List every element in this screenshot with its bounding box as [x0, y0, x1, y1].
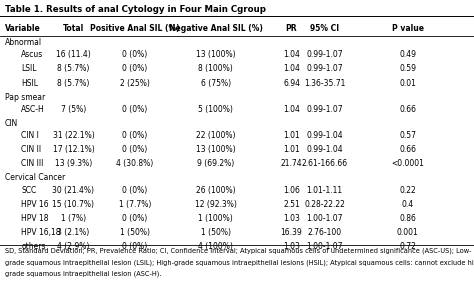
Text: grade squamous intraepithelial lesion (LSIL); High-grade squamous intraepithelia: grade squamous intraepithelial lesion (L…	[5, 259, 474, 265]
Text: 0 (0%): 0 (0%)	[122, 105, 148, 114]
Text: 2.51: 2.51	[283, 200, 300, 209]
Text: 0.49: 0.49	[399, 50, 416, 59]
Text: 1.01-1.11: 1.01-1.11	[307, 186, 343, 195]
Text: 1.04: 1.04	[283, 50, 300, 59]
Text: 4 (30.8%): 4 (30.8%)	[117, 159, 154, 168]
Text: 0.86: 0.86	[399, 214, 416, 223]
Text: 0.57: 0.57	[399, 131, 416, 140]
Text: HPV 18: HPV 18	[21, 214, 49, 223]
Text: 16 (11.4): 16 (11.4)	[56, 50, 91, 59]
Text: Variable: Variable	[5, 24, 40, 33]
Text: 17 (12.1%): 17 (12.1%)	[53, 145, 94, 154]
Text: 1.01: 1.01	[283, 131, 300, 140]
Text: Total: Total	[63, 24, 84, 33]
Text: Ascus: Ascus	[21, 50, 44, 59]
Text: 1.03: 1.03	[283, 214, 300, 223]
Text: 0 (0%): 0 (0%)	[122, 50, 148, 59]
Text: others: others	[21, 242, 46, 251]
Text: SCC: SCC	[21, 186, 36, 195]
Text: 2.76-100: 2.76-100	[308, 228, 342, 237]
Text: 30 (21.4%): 30 (21.4%)	[53, 186, 94, 195]
Text: 0.66: 0.66	[399, 105, 416, 114]
Text: Table 1. Results of anal Cytology in Four Main Cgroup: Table 1. Results of anal Cytology in Fou…	[5, 5, 266, 14]
Text: 3 (2.1%): 3 (2.1%)	[57, 228, 90, 237]
Text: 0.99-1.07: 0.99-1.07	[306, 105, 343, 114]
Text: 0 (0%): 0 (0%)	[122, 131, 148, 140]
Text: HPV 16,18: HPV 16,18	[21, 228, 61, 237]
Text: grade squamous intraepithelial lesion (ASC-H).: grade squamous intraepithelial lesion (A…	[5, 270, 161, 277]
Text: 13 (100%): 13 (100%)	[196, 50, 236, 59]
Text: 2 (25%): 2 (25%)	[120, 79, 150, 88]
Text: <0.0001: <0.0001	[391, 159, 424, 168]
Text: 0.99-1.04: 0.99-1.04	[306, 131, 343, 140]
Text: 0 (0%): 0 (0%)	[122, 242, 148, 251]
Text: 4 (100%): 4 (100%)	[198, 242, 233, 251]
Text: 0 (0%): 0 (0%)	[122, 186, 148, 195]
Text: 8 (100%): 8 (100%)	[198, 64, 233, 74]
Text: 22 (100%): 22 (100%)	[196, 131, 236, 140]
Text: 8 (5.7%): 8 (5.7%)	[57, 64, 90, 74]
Text: P value: P value	[392, 24, 424, 33]
Text: CIN II: CIN II	[21, 145, 41, 154]
Text: 4 (2.9%): 4 (2.9%)	[57, 242, 90, 251]
Text: 13 (100%): 13 (100%)	[196, 145, 236, 154]
Text: 16.39: 16.39	[281, 228, 302, 237]
Text: 31 (22.1%): 31 (22.1%)	[53, 131, 94, 140]
Text: 0.28-22.22: 0.28-22.22	[304, 200, 345, 209]
Text: CIN I: CIN I	[21, 131, 39, 140]
Text: 1 (50%): 1 (50%)	[201, 228, 231, 237]
Text: 1.00-1.07: 1.00-1.07	[306, 242, 343, 251]
Text: 5 (100%): 5 (100%)	[198, 105, 233, 114]
Text: 1 (7%): 1 (7%)	[61, 214, 86, 223]
Text: 1 (7.7%): 1 (7.7%)	[119, 200, 151, 209]
Text: LSIL: LSIL	[21, 64, 37, 74]
Text: Pap smear: Pap smear	[5, 93, 45, 102]
Text: 1.03: 1.03	[283, 242, 300, 251]
Text: 0.59: 0.59	[399, 64, 416, 74]
Text: 0.22: 0.22	[399, 186, 416, 195]
Text: 0.72: 0.72	[399, 242, 416, 251]
Text: 1.06: 1.06	[283, 186, 300, 195]
Text: 0.99-1.04: 0.99-1.04	[306, 145, 343, 154]
Text: CIN III: CIN III	[21, 159, 44, 168]
Text: HPV 16: HPV 16	[21, 200, 49, 209]
Text: 1.04: 1.04	[283, 64, 300, 74]
Text: SD, Standard Deviation; PR, Prevalence Ratio; CI, Confidence Interval; Atypical : SD, Standard Deviation; PR, Prevalence R…	[5, 248, 471, 254]
Text: 0 (0%): 0 (0%)	[122, 214, 148, 223]
Text: CIN: CIN	[5, 119, 18, 128]
Text: 12 (92.3%): 12 (92.3%)	[195, 200, 237, 209]
Text: PR: PR	[286, 24, 297, 33]
Text: Cervical Cancer: Cervical Cancer	[5, 173, 65, 183]
Text: 7 (5%): 7 (5%)	[61, 105, 86, 114]
Text: Negative Anal SIL (%): Negative Anal SIL (%)	[169, 24, 263, 33]
Text: 1 (100%): 1 (100%)	[198, 214, 233, 223]
Text: Abnormal: Abnormal	[5, 38, 42, 47]
Text: 26 (100%): 26 (100%)	[196, 186, 236, 195]
Text: 8 (5.7%): 8 (5.7%)	[57, 79, 90, 88]
Text: Positive Anal SIL (%): Positive Anal SIL (%)	[90, 24, 180, 33]
Text: 13 (9.3%): 13 (9.3%)	[55, 159, 92, 168]
Text: 1.01: 1.01	[283, 145, 300, 154]
Text: 21.74: 21.74	[281, 159, 302, 168]
Text: 2.61-166.66: 2.61-166.66	[301, 159, 348, 168]
Text: 15 (10.7%): 15 (10.7%)	[53, 200, 94, 209]
Text: 0.4: 0.4	[401, 200, 414, 209]
Text: 6.94: 6.94	[283, 79, 300, 88]
Text: HSIL: HSIL	[21, 79, 38, 88]
Text: 1.36-35.71: 1.36-35.71	[304, 79, 346, 88]
Text: 6 (75%): 6 (75%)	[201, 79, 231, 88]
Text: 1.00-1.07: 1.00-1.07	[306, 214, 343, 223]
Text: 1.04: 1.04	[283, 105, 300, 114]
Text: 0.99-1.07: 0.99-1.07	[306, 64, 343, 74]
Text: 9 (69.2%): 9 (69.2%)	[197, 159, 234, 168]
Text: 0.01: 0.01	[399, 79, 416, 88]
Text: 0.99-1.07: 0.99-1.07	[306, 50, 343, 59]
Text: 95% CI: 95% CI	[310, 24, 339, 33]
Text: 0 (0%): 0 (0%)	[122, 145, 148, 154]
Text: ASC-H: ASC-H	[21, 105, 45, 114]
Text: 0.001: 0.001	[397, 228, 419, 237]
Text: 0 (0%): 0 (0%)	[122, 64, 148, 74]
Text: 1 (50%): 1 (50%)	[120, 228, 150, 237]
Text: 0.66: 0.66	[399, 145, 416, 154]
